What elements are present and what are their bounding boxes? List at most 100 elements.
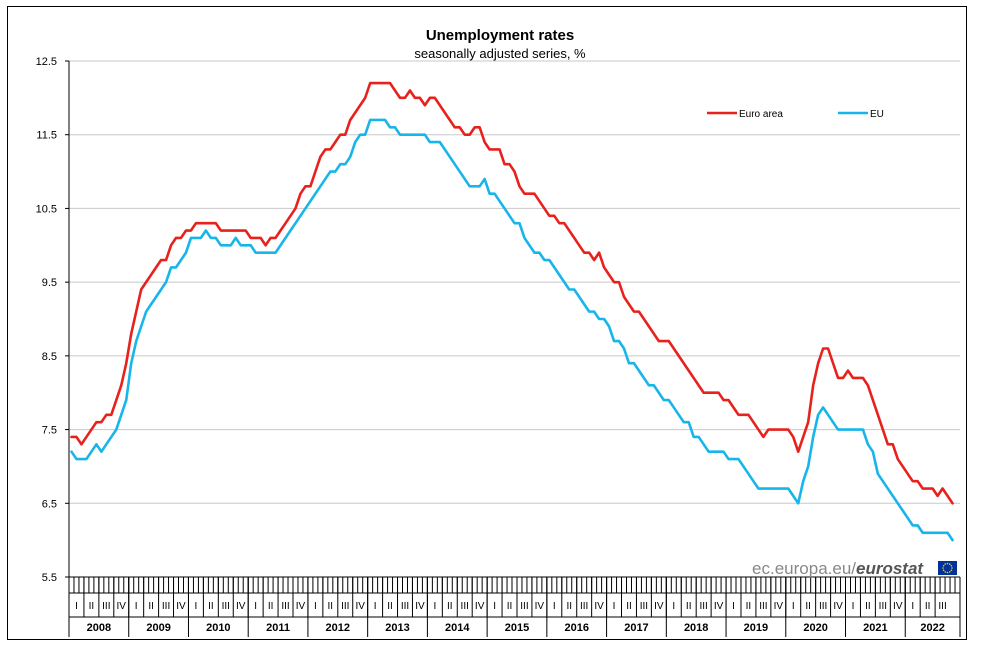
gridlines [69, 60, 960, 504]
x-quarter-label: I [374, 601, 377, 612]
x-quarter-label: II [208, 601, 214, 612]
flag-star [942, 567, 944, 569]
x-quarter-label: III [222, 601, 230, 612]
x-quarter-label: II [865, 601, 871, 612]
x-quarter-label: I [493, 601, 496, 612]
x-quarter-label: II [148, 601, 154, 612]
x-year-label: 2020 [803, 622, 827, 634]
x-quarter-label: III [699, 601, 707, 612]
legend-label: EU [870, 109, 884, 120]
chart-title: Unemployment rates [425, 27, 575, 44]
x-year-label: 2012 [326, 622, 350, 634]
x-quarter-label: III [461, 601, 469, 612]
x-year-label: 2018 [684, 622, 708, 634]
flag-star [951, 567, 953, 569]
x-quarter-label: I [672, 601, 675, 612]
x-quarter-label: IV [176, 601, 186, 612]
y-tick-label: 5.5 [42, 572, 57, 584]
x-year-label: 2022 [920, 622, 944, 634]
flag-star [946, 571, 949, 574]
series-lines [70, 81, 954, 542]
x-quarter-label: III [938, 601, 946, 612]
brand-site-text: ec.europa.eu/ [752, 559, 856, 578]
x-quarter-label: I [195, 601, 198, 612]
chart-frame [7, 6, 967, 640]
y-tick-label: 6.5 [42, 498, 57, 510]
flag-star [944, 563, 947, 565]
x-quarter-label: II [686, 601, 692, 612]
x-quarter-label: I [613, 601, 616, 612]
x-quarter-label: I [732, 601, 735, 612]
x-quarter-label: III [759, 601, 767, 612]
x-year-label: 2014 [445, 622, 470, 634]
y-tick-label: 7.5 [42, 425, 57, 437]
x-quarter-label: IV [893, 601, 903, 612]
flag-star [942, 569, 945, 572]
x-quarter-label: I [792, 601, 795, 612]
eu-flag-icon [938, 561, 957, 575]
x-year-label: 2011 [266, 622, 290, 634]
x-quarter-label: I [135, 601, 138, 612]
x-quarter-label: IV [774, 601, 784, 612]
flag-star [942, 564, 945, 567]
x-year-label: 2016 [564, 622, 588, 634]
x-year-label: 2008 [87, 622, 111, 634]
x-quarter-label: IV [535, 601, 545, 612]
x-quarter-label: III [879, 601, 887, 612]
flag-star [950, 564, 953, 567]
x-quarter-label: I [553, 601, 556, 612]
x-year-label: 2015 [505, 622, 529, 634]
x-quarter-label: II [387, 601, 393, 612]
x-quarter-label: III [102, 601, 110, 612]
x-quarter-label: II [626, 601, 632, 612]
x-quarter-label: IV [654, 601, 664, 612]
x-quarter-label: III [281, 601, 289, 612]
y-tick-label: 9.5 [42, 277, 57, 289]
y-tick-label: 10.5 [36, 203, 57, 215]
x-quarter-label: II [746, 601, 752, 612]
x-year-label: 2013 [385, 622, 409, 634]
brand-name-text: eurostat [856, 559, 924, 578]
flag-star [944, 571, 947, 573]
x-quarter-label: I [911, 601, 914, 612]
x-quarter-label: IV [117, 601, 127, 612]
flag-star [946, 562, 949, 565]
x-quarter-label: IV [475, 601, 485, 612]
x-quarter-label: IV [594, 601, 604, 612]
y-tick-label: 11.5 [36, 130, 57, 142]
flag-star [950, 569, 953, 572]
x-quarter-label: II [805, 601, 811, 612]
x-quarter-label: I [314, 601, 317, 612]
x-quarter-label: III [640, 601, 648, 612]
x-quarter-label: III [819, 601, 827, 612]
x-quarter-label: IV [415, 601, 425, 612]
x-quarter-label: II [328, 601, 334, 612]
x-quarter-label: III [580, 601, 588, 612]
x-quarter-label: III [341, 601, 349, 612]
x-quarter-label: II [566, 601, 572, 612]
x-quarter-label: I [433, 601, 436, 612]
series-line-eu [70, 118, 954, 542]
x-quarter-label: IV [296, 601, 306, 612]
x-quarter-label: IV [355, 601, 365, 612]
x-quarter-label: I [254, 601, 257, 612]
x-quarter-label: II [507, 601, 513, 612]
x-quarter-label: I [75, 601, 78, 612]
x-quarter-label: IV [236, 601, 246, 612]
flag-field [938, 561, 957, 575]
legend-label: Euro area [739, 109, 783, 120]
x-year-label: 2010 [206, 622, 230, 634]
flag-star [948, 571, 951, 573]
x-quarter-label: II [447, 601, 453, 612]
axes: 5.5 6.5 7.5 8.5 9.5 10.5 11.5 12.5 [36, 56, 960, 584]
x-quarter-label: II [268, 601, 274, 612]
x-quarter-label: III [520, 601, 528, 612]
series-line-euro-area [70, 81, 954, 505]
x-year-label: 2017 [624, 622, 648, 634]
y-tick-label: 12.5 [36, 56, 57, 68]
x-quarter-label: IV [833, 601, 843, 612]
legend: Euro area EU [707, 109, 884, 120]
x-year-label: 2021 [863, 622, 887, 634]
